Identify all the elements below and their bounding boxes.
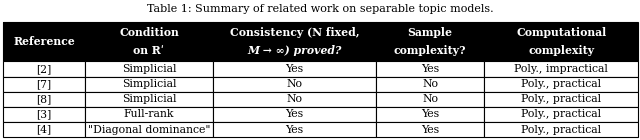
Text: Computational: Computational (516, 27, 606, 38)
Text: Simplicial: Simplicial (122, 64, 176, 74)
Bar (85, 61, 213, 77)
Bar (213, 22, 376, 61)
Text: Condition: Condition (119, 27, 179, 38)
Text: complexity?: complexity? (394, 45, 467, 56)
Text: Sample: Sample (408, 27, 452, 38)
Text: Yes: Yes (421, 109, 439, 119)
Text: Poly., practical: Poly., practical (521, 125, 602, 135)
Bar (213, 61, 376, 77)
Text: No: No (422, 94, 438, 104)
Text: Yes: Yes (285, 125, 303, 135)
Bar (213, 22, 376, 61)
Bar (213, 122, 376, 137)
Bar (484, 22, 638, 61)
Text: [7]: [7] (36, 79, 52, 89)
Bar (484, 107, 638, 122)
Text: Poly., practical: Poly., practical (521, 79, 602, 89)
Text: M → ∞) proved?: M → ∞) proved? (247, 45, 342, 56)
Text: [3]: [3] (36, 109, 52, 119)
Text: Yes: Yes (421, 125, 439, 135)
Bar (3, 77, 85, 92)
Bar (484, 77, 638, 92)
Text: complexity: complexity (528, 45, 595, 56)
Bar (376, 22, 484, 61)
Text: Simplicial: Simplicial (122, 94, 176, 104)
Text: Full-rank: Full-rank (124, 109, 174, 119)
Bar (3, 22, 85, 61)
Text: Yes: Yes (421, 64, 439, 74)
Text: on Rʹ: on Rʹ (133, 45, 164, 56)
Bar (376, 92, 484, 107)
Bar (213, 92, 376, 107)
Text: Yes: Yes (285, 64, 303, 74)
Bar (85, 122, 213, 137)
Bar (3, 122, 85, 137)
Bar (3, 107, 85, 122)
Bar (376, 22, 484, 61)
Bar (376, 122, 484, 137)
Bar (85, 92, 213, 107)
Text: Consistency (N fixed,: Consistency (N fixed, (230, 27, 359, 38)
Bar (484, 92, 638, 107)
Text: No: No (422, 79, 438, 89)
Bar (85, 77, 213, 92)
Text: No: No (286, 94, 302, 104)
Text: Yes: Yes (285, 109, 303, 119)
Bar (376, 77, 484, 92)
Bar (484, 61, 638, 77)
Bar (85, 22, 213, 61)
Bar (484, 22, 638, 61)
Text: Table 1: Summary of related work on separable topic models.: Table 1: Summary of related work on sepa… (147, 4, 493, 14)
Bar (376, 61, 484, 77)
Bar (3, 61, 85, 77)
Text: No: No (286, 79, 302, 89)
Bar (376, 107, 484, 122)
Text: Poly., practical: Poly., practical (521, 109, 602, 119)
Text: Simplicial: Simplicial (122, 79, 176, 89)
Bar (85, 22, 213, 61)
Bar (484, 122, 638, 137)
Text: Poly., impractical: Poly., impractical (515, 64, 608, 74)
Bar (3, 92, 85, 107)
Text: [8]: [8] (36, 94, 52, 104)
Text: Poly., practical: Poly., practical (521, 94, 602, 104)
Text: [2]: [2] (36, 64, 52, 74)
Text: "Diagonal dominance": "Diagonal dominance" (88, 125, 210, 135)
Text: Reference: Reference (13, 36, 75, 47)
Bar (213, 77, 376, 92)
Text: [4]: [4] (36, 125, 52, 135)
Bar (213, 107, 376, 122)
Bar (85, 107, 213, 122)
Bar (3, 22, 85, 61)
